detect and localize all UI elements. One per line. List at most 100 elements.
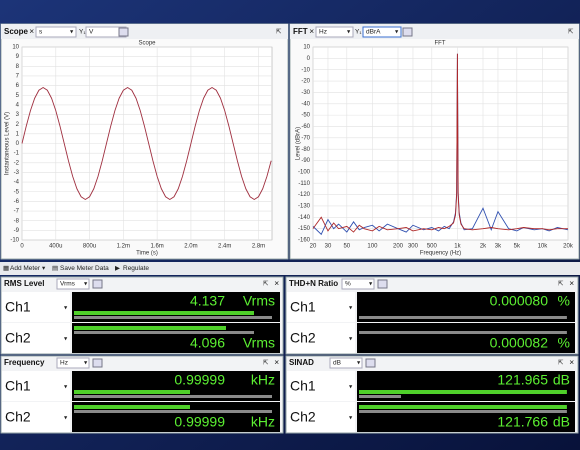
x-tick-label: 0 xyxy=(20,244,24,250)
dropdown-arrow: ▾ xyxy=(349,415,353,422)
reading-value: 121.766 xyxy=(497,414,548,430)
dropdown-arrow: ▾ xyxy=(64,336,68,343)
peak-bar xyxy=(359,395,401,398)
close-button[interactable]: ✕ xyxy=(274,281,279,288)
dropdown-arrow: ▾ xyxy=(349,305,353,312)
add-icon: ▦ xyxy=(3,265,9,272)
dropdown-arrow: ▾ xyxy=(369,281,373,288)
meter-title: RMS Level xyxy=(4,279,44,288)
y-tick-label: -10 xyxy=(10,238,19,244)
x-tick-label: 1k xyxy=(454,244,461,250)
close-x[interactable]: ✕ xyxy=(29,29,34,36)
level-bar xyxy=(74,405,190,409)
y-tick-label: -160 xyxy=(298,238,311,244)
y-tick-label: 10 xyxy=(12,45,19,51)
x-tick-label: 50 xyxy=(343,244,350,250)
save-button[interactable]: Save Meter Data xyxy=(60,265,109,272)
peak-bar xyxy=(74,331,254,334)
popout-button[interactable]: ⇱ xyxy=(558,280,564,288)
settings-button[interactable] xyxy=(92,279,103,289)
settings-button[interactable] xyxy=(365,358,376,368)
x-tick-label: 2.4m xyxy=(218,244,231,250)
channel-label: Ch1 xyxy=(5,299,31,315)
dropdown-arrow: ▾ xyxy=(42,265,46,272)
series-line xyxy=(21,86,272,201)
x-tick-label: 800u xyxy=(83,244,96,250)
add-meter-button[interactable]: Add Meter xyxy=(10,265,41,272)
y-tick-label: 0 xyxy=(16,141,20,147)
peak-bar xyxy=(74,316,272,319)
regulate-button[interactable]: Regulate xyxy=(123,265,149,272)
y-tick-label: -10 xyxy=(301,67,310,73)
peak-bar xyxy=(74,395,272,398)
y-tick-label: -140 xyxy=(298,215,311,221)
x-tick-label: 10k xyxy=(538,244,549,250)
series-line xyxy=(312,53,568,233)
y-tick-label: -50 xyxy=(301,113,310,119)
close-button[interactable]: ✕ xyxy=(569,360,574,367)
toolbar xyxy=(0,262,580,275)
reading-value: 4.137 xyxy=(190,293,225,309)
channel-cell xyxy=(287,292,355,322)
y-unit: dBrA xyxy=(366,29,381,36)
channel-label: Ch1 xyxy=(290,378,316,394)
fft-header xyxy=(290,24,579,39)
popout-button[interactable]: ⇱ xyxy=(558,359,564,367)
reading-unit: % xyxy=(558,293,570,309)
x-unit-select[interactable] xyxy=(315,26,354,38)
peak-bar xyxy=(359,410,567,413)
dropdown-arrow: ▾ xyxy=(395,29,399,36)
reading-unit: kHz xyxy=(251,414,275,430)
y-tick-label: -3 xyxy=(14,170,20,176)
x-tick-label: 2.0m xyxy=(184,244,197,250)
y-unit-select[interactable] xyxy=(362,26,402,38)
plot-title: FFT xyxy=(435,41,446,47)
unit-select[interactable] xyxy=(341,278,375,290)
popout-button[interactable]: ⇱ xyxy=(276,28,282,36)
level-bar xyxy=(359,405,567,409)
y-tick-label: -8 xyxy=(14,218,20,224)
reading-unit: dB xyxy=(553,372,570,388)
close-button[interactable]: ✕ xyxy=(569,281,574,288)
fft-title: FFT xyxy=(293,27,308,36)
settings-button[interactable] xyxy=(118,27,129,37)
y-axis-label: Level (dBrA) xyxy=(296,127,302,160)
y-tick-label: -1 xyxy=(14,151,20,157)
popout-button[interactable]: ⇱ xyxy=(568,28,574,36)
settings-button[interactable] xyxy=(377,279,388,289)
popout-button[interactable]: ⇱ xyxy=(263,359,269,367)
y-tick-label: -30 xyxy=(301,90,310,96)
unit-select-value: % xyxy=(345,281,351,288)
channel-cell xyxy=(2,323,70,353)
dropdown-arrow: ▾ xyxy=(84,360,88,367)
x-tick-label: 400u xyxy=(49,244,62,250)
settings-button[interactable] xyxy=(92,358,103,368)
x-unit-select[interactable] xyxy=(35,26,77,38)
meter-title: SINAD xyxy=(289,358,314,367)
x-tick-label: 3k xyxy=(495,244,502,250)
reading-value: 121.965 xyxy=(497,372,548,388)
save-icon: ▤ xyxy=(52,265,58,272)
channel-label: Ch2 xyxy=(5,330,31,346)
close-x[interactable]: ✕ xyxy=(309,29,314,36)
x-tick-label: 300 xyxy=(408,244,419,250)
level-bar xyxy=(74,390,190,394)
y-tick-label: 9 xyxy=(16,54,20,60)
unit-select[interactable] xyxy=(56,357,90,369)
dropdown-arrow: ▾ xyxy=(64,384,68,391)
y-tick-label: -90 xyxy=(301,158,310,164)
unit-select[interactable] xyxy=(329,357,363,369)
x-unit: Hz xyxy=(319,29,327,36)
y-tick-label: -40 xyxy=(301,101,310,107)
meter-title: Frequency xyxy=(4,358,45,367)
popout-button[interactable]: ⇱ xyxy=(263,280,269,288)
x-tick-label: 1.6m xyxy=(150,244,163,250)
y-tick-label: -130 xyxy=(298,204,311,210)
dropdown-arrow: ▾ xyxy=(64,305,68,312)
y-tick-label: 2 xyxy=(16,122,20,128)
peak-bar xyxy=(359,331,567,334)
close-button[interactable]: ✕ xyxy=(274,360,279,367)
settings-button[interactable] xyxy=(402,27,413,37)
regulate-icon: ▶ xyxy=(115,265,121,272)
unit-select[interactable] xyxy=(56,278,90,290)
